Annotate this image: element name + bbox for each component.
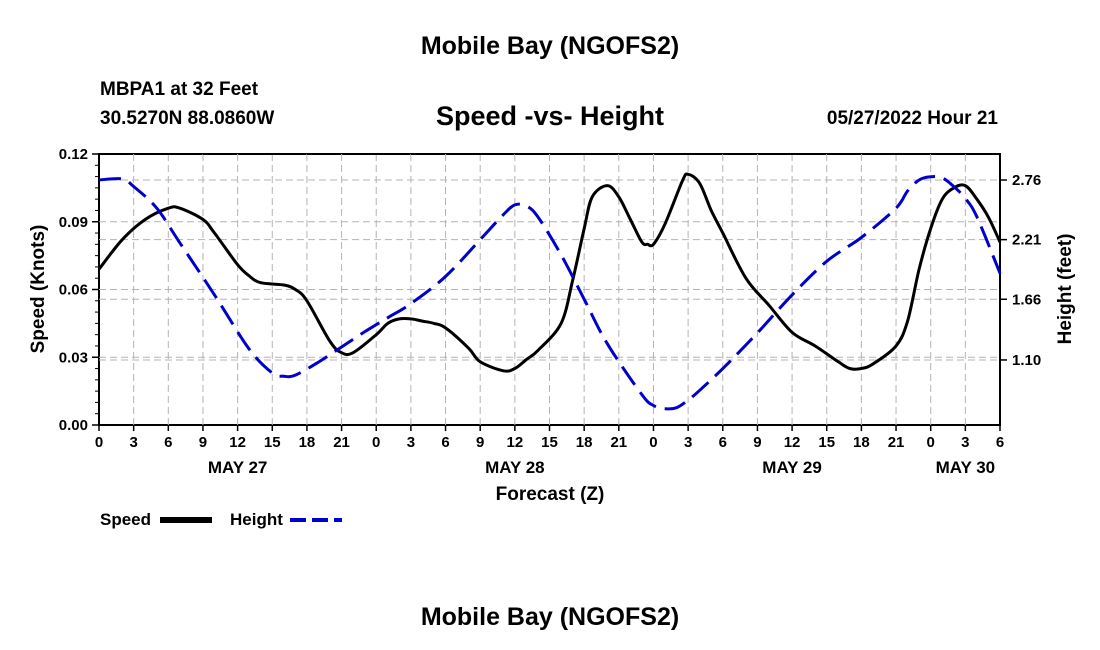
date-label: MAY 27 <box>208 458 268 477</box>
grid <box>99 154 1000 425</box>
x-tick-label: 21 <box>610 434 627 451</box>
x-axis-label: Forecast (Z) <box>496 484 605 505</box>
left-y-tick-label: 0.03 <box>59 349 88 366</box>
x-tick-label: 9 <box>199 434 207 451</box>
x-tick-label: 15 <box>541 434 558 451</box>
legend-speed-label: Speed <box>100 510 151 529</box>
x-tick-label: 6 <box>996 434 1004 451</box>
series-layer <box>97 172 1002 411</box>
x-tick-label: 3 <box>407 434 415 451</box>
right-y-tick-label: 1.10 <box>1012 352 1041 369</box>
date-label: MAY 28 <box>485 458 545 477</box>
x-tick-label: 6 <box>719 434 727 451</box>
x-tick-label: 3 <box>129 434 137 451</box>
legend: Speed Height <box>100 510 342 529</box>
footer-title: Mobile Bay (NGOFS2) <box>421 603 679 631</box>
right-y-tick-label: 2.21 <box>1012 232 1041 249</box>
x-tick-label: 18 <box>576 434 593 451</box>
axes-layer: 0 3 6 9 12 15 18 21 0 3 6 9 12 15 18 21 0 3 6 9 12 15 18 21 0 3 6M… <box>59 146 1041 477</box>
x-tick-label: 0 <box>927 434 935 451</box>
x-tick-label: 12 <box>229 434 246 451</box>
left-y-tick-label: 0.12 <box>59 146 88 163</box>
right-y-axis-label: Height (feet) <box>1055 234 1076 345</box>
x-tick-label: 6 <box>441 434 449 451</box>
chart-title: Mobile Bay (NGOFS2) <box>421 32 679 60</box>
x-tick-label: 12 <box>784 434 801 451</box>
left-y-axis-label: Speed (Knots) <box>28 225 49 354</box>
x-tick-label: 9 <box>753 434 761 451</box>
x-tick-label: 18 <box>299 434 316 451</box>
x-tick-label: 21 <box>333 434 350 451</box>
date-label: MAY 30 <box>936 458 996 477</box>
x-tick-label: 15 <box>818 434 835 451</box>
legend-height-label: Height <box>230 510 283 529</box>
left-y-tick-label: 0.06 <box>59 282 88 299</box>
right-y-tick-label: 2.76 <box>1012 172 1041 189</box>
x-tick-label: 0 <box>649 434 657 451</box>
x-tick-label: 0 <box>372 434 380 451</box>
station-label: MBPA1 at 32 Feet <box>100 79 259 100</box>
x-tick-label: 9 <box>476 434 484 451</box>
x-tick-label: 6 <box>164 434 172 451</box>
left-y-tick-label: 0.09 <box>59 214 88 231</box>
x-tick-label: 3 <box>961 434 969 451</box>
plot-area: 0 3 6 9 12 15 18 21 0 3 6 9 12 15 18 21 0 3 6 9 12 15 18 21 0 3 6M… <box>59 146 1041 477</box>
x-tick-label: 21 <box>888 434 905 451</box>
x-tick-label: 3 <box>684 434 692 451</box>
x-tick-label: 0 <box>95 434 103 451</box>
left-y-tick-label: 0.00 <box>59 417 88 434</box>
x-tick-label: 12 <box>507 434 524 451</box>
chart-subtitle: Speed -vs- Height <box>436 101 664 131</box>
station-coordinates: 30.5270N 88.0860W <box>100 108 274 129</box>
series-line-height <box>98 175 1002 411</box>
series-line-speed <box>97 172 1002 373</box>
x-tick-label: 18 <box>853 434 870 451</box>
date-label: MAY 29 <box>762 458 822 477</box>
right-y-tick-label: 1.66 <box>1012 291 1041 308</box>
x-tick-label: 15 <box>264 434 281 451</box>
forecast-datetime: 05/27/2022 Hour 21 <box>827 108 999 129</box>
